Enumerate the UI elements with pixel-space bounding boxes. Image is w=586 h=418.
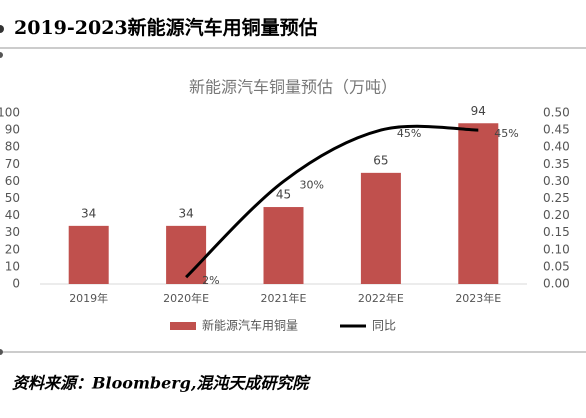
y-tick-label: 30	[5, 225, 20, 239]
y-tick-label: 60	[5, 174, 20, 188]
y2-tick-label: 0.50	[543, 106, 570, 120]
bar-label: 65	[373, 153, 388, 167]
x-tick-label: 2021年E	[261, 291, 307, 305]
bullet	[0, 52, 3, 58]
line-label: 45%	[494, 127, 518, 140]
y2-tick-label: 0.40	[543, 140, 570, 154]
line-label: 2%	[202, 274, 219, 287]
bar-label: 34	[178, 206, 193, 220]
y2-tick-label: 0.35	[543, 157, 570, 171]
y2-tick-label: 0.10	[543, 242, 570, 256]
bar-label: 34	[81, 206, 96, 220]
y2-tick-label: 0.20	[543, 208, 570, 222]
y-tick-label: 40	[5, 208, 20, 222]
x-tick-label: 2023年E	[455, 291, 501, 305]
y2-tick-label: 0.25	[543, 191, 570, 205]
legend-label: 同比	[372, 319, 396, 333]
source-note: 资料来源：Bloomberg,混沌天成研究院	[12, 374, 311, 393]
chart-title: 新能源汽车铜量预估（万吨）	[189, 78, 397, 97]
y-tick-label: 90	[5, 123, 20, 137]
y2-tick-label: 0.15	[543, 225, 570, 239]
y-tick-label: 10	[5, 259, 20, 273]
bullet	[0, 25, 4, 33]
y2-tick-label: 0.05	[543, 259, 570, 273]
bullet	[0, 349, 3, 355]
bar	[360, 172, 401, 284]
bar	[263, 207, 304, 284]
bar	[68, 225, 109, 284]
line-label: 30%	[300, 178, 324, 191]
y2-tick-label: 0.45	[543, 123, 570, 137]
y-tick-label: 50	[5, 191, 20, 205]
y-tick-label: 70	[5, 157, 20, 171]
y2-tick-label: 0.30	[543, 174, 570, 188]
x-tick-label: 2019年	[69, 291, 108, 305]
line	[185, 124, 479, 279]
bar	[166, 225, 207, 284]
legend-label: 新能源汽车用铜量	[202, 318, 298, 333]
y-tick-label: 80	[5, 140, 20, 154]
line-label: 45%	[397, 127, 421, 140]
bar	[458, 123, 499, 284]
y2-tick-label: 0.00	[543, 277, 570, 291]
y-tick-label: 20	[5, 242, 20, 256]
x-tick-label: 2020年E	[163, 291, 209, 305]
bar-label: 45	[276, 188, 291, 202]
header-title: 2019-2023新能源汽车用铜量预估	[14, 16, 318, 39]
legend-swatch	[170, 322, 196, 330]
x-tick-label: 2022年E	[358, 291, 404, 305]
bar-label: 94	[471, 104, 486, 118]
y-tick-label: 100	[0, 106, 20, 120]
y-tick-label: 0	[12, 277, 20, 291]
